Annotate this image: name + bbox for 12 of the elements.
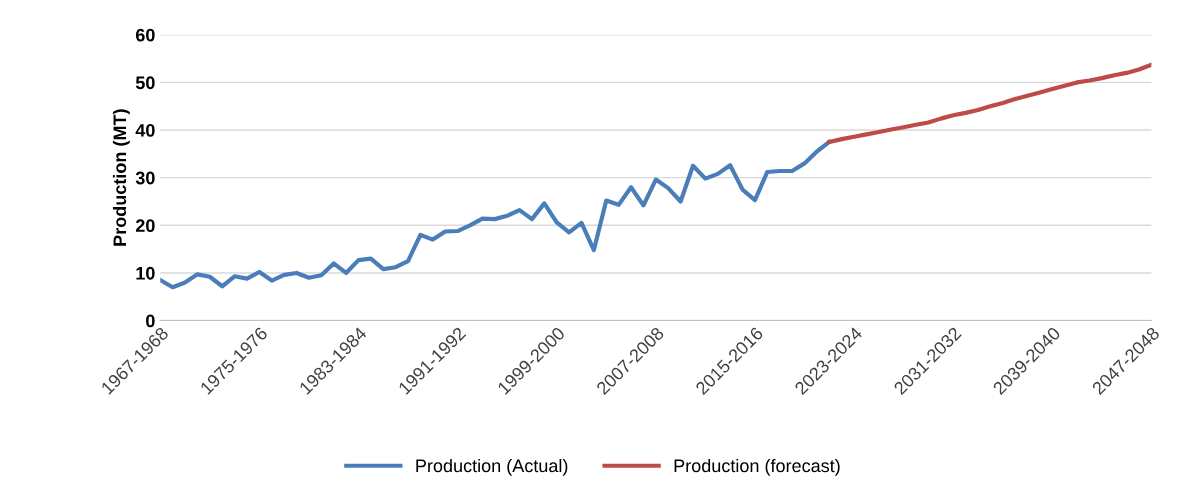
y-tick-label: 10 (136, 266, 155, 280)
y-tick-label: 60 (135, 28, 155, 42)
line-series (160, 139, 832, 290)
legend-label: Production (forecast) (674, 458, 840, 476)
legend-label: Production (Actual) (416, 458, 568, 476)
y-tick-label: 40 (135, 123, 155, 137)
y-tick-label: 0 (146, 314, 155, 328)
y-tick-label: 50 (135, 76, 155, 90)
y-axis-title: Production (MT) (112, 109, 130, 246)
y-tick-label: 20 (135, 219, 155, 233)
line-series (827, 62, 1152, 145)
y-tick-label: 30 (135, 171, 155, 185)
